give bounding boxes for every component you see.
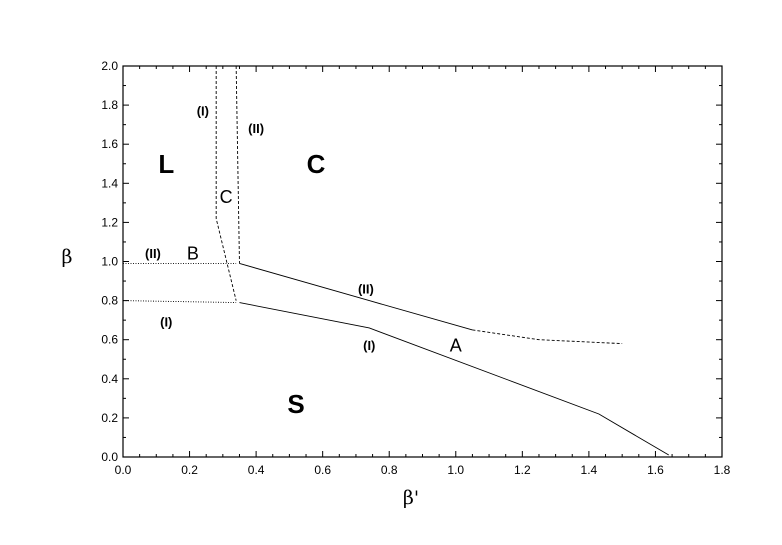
- x-tick-label: 0.2: [181, 463, 198, 477]
- y-tick-label: 1.2: [101, 215, 118, 229]
- y-tick-label: 1.4: [101, 176, 118, 190]
- boundary-line-7: [235, 65, 240, 264]
- boundary-line-5: [122, 300, 237, 304]
- line-label: (I): [160, 315, 172, 330]
- y-axis-label: β: [62, 246, 73, 268]
- plot-border: [122, 65, 723, 458]
- y-tick-label: 0.2: [101, 411, 118, 425]
- x-tick-label: 0.4: [248, 463, 265, 477]
- x-axis-label: β': [403, 487, 419, 509]
- y-tick-label: 0.8: [101, 294, 118, 308]
- y-tick-label: 1.8: [101, 98, 118, 112]
- boundary-line-1: [239, 263, 473, 331]
- chart-labels: L C S A B C (I) (II) (II) (I) (II) (I): [145, 103, 462, 419]
- x-tick-label: 1.8: [714, 463, 731, 477]
- y-tick-label: 0.4: [101, 372, 118, 386]
- plot-frame: [122, 65, 723, 458]
- axis-ticks: 0.0 0.2 0.4 0.6 0.8 1.0 1.2 1.4 1.6 1.8 0.0 0.2 0.4 0…: [101, 59, 730, 477]
- y-tick-label: 0.6: [101, 333, 118, 347]
- x-tick-label: 1.4: [581, 463, 598, 477]
- point-label: C: [220, 187, 233, 207]
- x-tick-label: 1.2: [514, 463, 531, 477]
- line-label: (II): [358, 281, 374, 296]
- x-tick-label: 1.6: [647, 463, 664, 477]
- boundary-line-3: [239, 302, 669, 456]
- x-tick-label: 0.8: [381, 463, 398, 477]
- region-label: S: [287, 389, 304, 419]
- phase-boundary-lines: [122, 65, 669, 456]
- point-label: B: [187, 244, 199, 264]
- point-label: A: [450, 336, 462, 356]
- y-tick-label: 1.6: [101, 137, 118, 151]
- x-tick-label: 1.0: [447, 463, 464, 477]
- y-tick-label: 1.0: [101, 255, 118, 269]
- line-label: (I): [197, 103, 209, 118]
- region-label: C: [307, 149, 326, 179]
- region-label: L: [158, 149, 174, 179]
- x-tick-label: 0.0: [115, 463, 132, 477]
- x-tick-label: 0.6: [314, 463, 331, 477]
- y-tick-label: 0.0: [101, 450, 118, 464]
- line-label: (I): [363, 338, 375, 353]
- y-tick-label: 2.0: [101, 59, 118, 73]
- boundary-line-6: [215, 66, 237, 301]
- boundary-line-2: [472, 329, 623, 345]
- line-label: (II): [145, 246, 161, 261]
- line-label: (II): [248, 121, 264, 136]
